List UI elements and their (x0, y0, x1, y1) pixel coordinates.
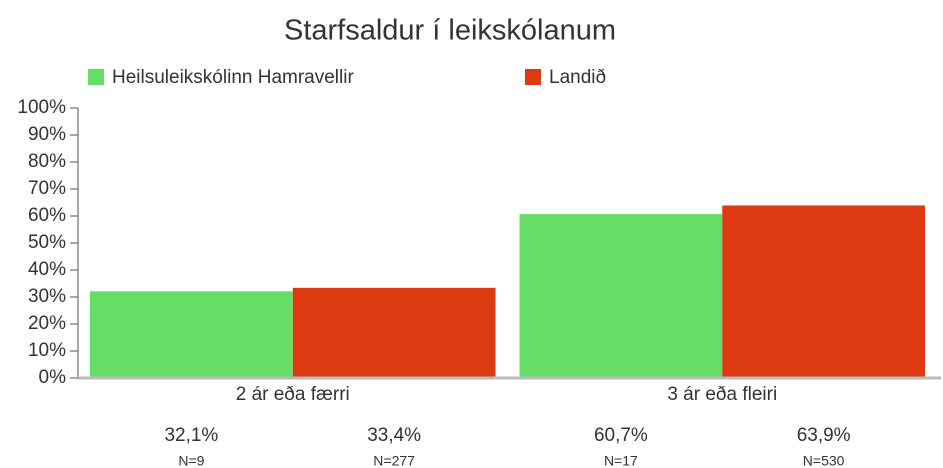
value-label: 63,9% (797, 425, 851, 446)
value-label: 32,1% (164, 425, 218, 446)
y-tick-label: 30% (28, 286, 66, 307)
y-tick-label: 60% (28, 205, 66, 226)
y-tick-label: 100% (17, 97, 66, 118)
y-tick-label: 20% (28, 313, 66, 334)
legend-swatch (88, 69, 104, 85)
chart-title: Starfsaldur í leikskólanum (284, 15, 616, 47)
bar (292, 287, 496, 378)
y-tick-label: 40% (28, 259, 66, 280)
y-tick-label: 90% (28, 124, 66, 145)
y-tick-label: 0% (39, 367, 67, 388)
value-label: 33,4% (367, 425, 421, 446)
n-label: N=9 (178, 453, 204, 468)
x-tick-label: 2 ár eða færri (236, 384, 350, 405)
x-tick-label: 3 ár eða fleiri (667, 384, 777, 405)
value-label: 60,7% (594, 425, 648, 446)
y-tick-label: 80% (28, 151, 66, 172)
legend-label: Landið (549, 67, 606, 88)
y-tick-label: 10% (28, 340, 66, 361)
legend-label: Heilsuleikskólinn Hamravellir (112, 67, 354, 88)
y-tick-label: 50% (28, 232, 66, 253)
y-tick-label: 70% (28, 178, 66, 199)
n-label: N=17 (604, 453, 638, 468)
bar (519, 214, 723, 378)
bar (722, 205, 925, 378)
bar (90, 291, 293, 378)
n-label: N=530 (803, 453, 845, 468)
legend-swatch (525, 69, 541, 85)
n-label: N=277 (373, 453, 415, 468)
